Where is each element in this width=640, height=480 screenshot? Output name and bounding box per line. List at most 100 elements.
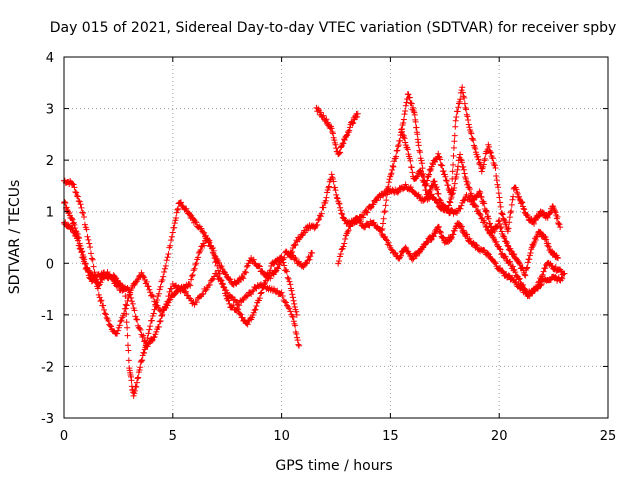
data-point (292, 255, 299, 262)
x-axis-label: GPS time / hours (275, 458, 392, 474)
data-point (274, 264, 281, 271)
data-point (122, 293, 129, 300)
data-point (215, 267, 222, 274)
data-point (532, 237, 539, 244)
data-point (195, 254, 202, 261)
data-point (328, 125, 335, 132)
data-point (165, 299, 172, 306)
data-point (435, 153, 442, 160)
data-point (434, 224, 441, 231)
data-point (383, 236, 390, 243)
data-point (434, 186, 441, 193)
data-point (332, 187, 339, 194)
data-point (135, 374, 142, 381)
data-point (445, 182, 452, 189)
data-point (250, 256, 257, 263)
data-point (435, 223, 442, 230)
data-point (206, 237, 213, 244)
data-point (529, 289, 536, 296)
data-point (193, 299, 200, 306)
data-point (354, 110, 361, 117)
data-point (186, 281, 193, 288)
data-point (97, 279, 104, 286)
data-point (287, 281, 294, 288)
data-point (340, 243, 347, 250)
data-point (466, 124, 473, 131)
data-point (84, 233, 91, 240)
data-point (497, 203, 504, 210)
data-point (227, 276, 234, 283)
data-point (206, 281, 213, 288)
data-point (492, 260, 499, 267)
data-point (450, 144, 457, 151)
data-point (409, 169, 416, 176)
data-point (236, 302, 243, 309)
data-point (237, 311, 244, 318)
data-point (346, 127, 353, 134)
data-point (499, 211, 506, 218)
data-point (136, 367, 143, 374)
data-point (81, 221, 88, 228)
data-point (439, 234, 446, 241)
data-points (61, 84, 568, 399)
data-point (334, 195, 341, 202)
data-point (380, 215, 387, 222)
data-point (531, 220, 538, 227)
data-point (456, 98, 463, 105)
data-point (474, 153, 481, 160)
data-point (66, 212, 73, 219)
data-point (74, 193, 81, 200)
data-point (221, 284, 228, 291)
data-point (451, 138, 458, 145)
data-point (418, 160, 425, 167)
data-point (489, 155, 496, 162)
data-point (217, 276, 224, 283)
data-point (414, 131, 421, 138)
data-point (517, 261, 524, 268)
data-point (516, 260, 523, 267)
data-point (291, 303, 298, 310)
data-point (114, 327, 121, 334)
data-point (477, 211, 484, 218)
data-point (288, 287, 295, 294)
data-point (155, 323, 162, 330)
data-point (499, 268, 506, 275)
data-point (516, 275, 523, 282)
data-point (459, 84, 466, 91)
data-point (133, 379, 140, 386)
data-point (463, 106, 470, 113)
data-point (439, 162, 446, 169)
data-point (452, 123, 459, 130)
data-point (171, 224, 178, 231)
data-point (380, 220, 387, 227)
data-point (282, 299, 289, 306)
data-point (164, 254, 171, 261)
data-point (87, 244, 94, 251)
data-point (293, 308, 300, 315)
data-point (537, 282, 544, 289)
series-track-8 (398, 126, 561, 279)
data-point (402, 244, 409, 251)
data-point (183, 205, 190, 212)
data-point (124, 324, 131, 331)
tick-labels: 0 5 10 15 20 25 -3 -2 -1 0 1 2 3 4 (41, 51, 616, 444)
data-point (483, 208, 490, 215)
data-point (83, 226, 90, 233)
data-point (489, 256, 496, 263)
data-point (433, 184, 440, 191)
data-point (130, 392, 137, 399)
data-point (417, 168, 424, 175)
data-point (71, 229, 78, 236)
data-point (408, 164, 415, 171)
data-point (367, 205, 374, 212)
data-point (429, 182, 436, 189)
data-point (136, 325, 143, 332)
data-point (498, 224, 505, 231)
data-point (496, 217, 503, 224)
data-point (141, 337, 148, 344)
data-point (418, 157, 425, 164)
data-point (126, 286, 133, 293)
data-point (151, 333, 158, 340)
data-point (401, 135, 408, 142)
data-point (468, 130, 475, 137)
